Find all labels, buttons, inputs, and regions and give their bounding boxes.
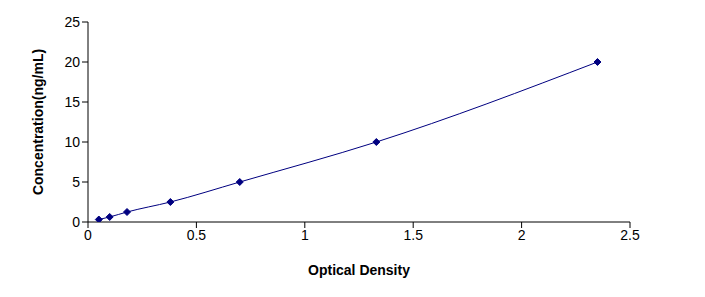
svg-text:15: 15 xyxy=(64,94,80,110)
svg-text:25: 25 xyxy=(64,14,80,30)
svg-text:0.5: 0.5 xyxy=(187,227,207,243)
svg-text:Optical Density: Optical Density xyxy=(308,262,410,278)
svg-text:1: 1 xyxy=(301,227,309,243)
svg-text:1.5: 1.5 xyxy=(403,227,423,243)
svg-text:0: 0 xyxy=(84,227,92,243)
svg-text:2.5: 2.5 xyxy=(620,227,640,243)
svg-text:2: 2 xyxy=(518,227,526,243)
svg-text:0: 0 xyxy=(72,214,80,230)
svg-text:5: 5 xyxy=(72,174,80,190)
svg-text:20: 20 xyxy=(64,54,80,70)
svg-text:Concentration(ng/mL): Concentration(ng/mL) xyxy=(30,49,46,195)
svg-text:10: 10 xyxy=(64,134,80,150)
